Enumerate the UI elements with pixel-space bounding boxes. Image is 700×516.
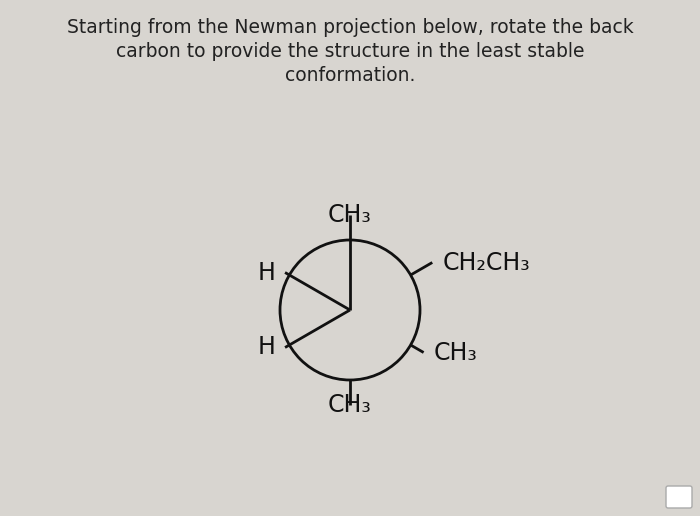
Text: carbon to provide the structure in the least stable: carbon to provide the structure in the l… <box>116 42 584 61</box>
Text: CH₃: CH₃ <box>328 203 372 227</box>
Text: H: H <box>257 261 275 284</box>
Text: CH₂CH₃: CH₂CH₃ <box>442 250 530 275</box>
Text: CH₃: CH₃ <box>433 341 477 364</box>
Text: H: H <box>257 335 275 360</box>
Text: CH₃: CH₃ <box>328 393 372 417</box>
Text: Starting from the Newman projection below, rotate the back: Starting from the Newman projection belo… <box>66 18 634 37</box>
FancyBboxPatch shape <box>666 486 692 508</box>
Circle shape <box>280 240 420 380</box>
Text: conformation.: conformation. <box>285 66 415 85</box>
